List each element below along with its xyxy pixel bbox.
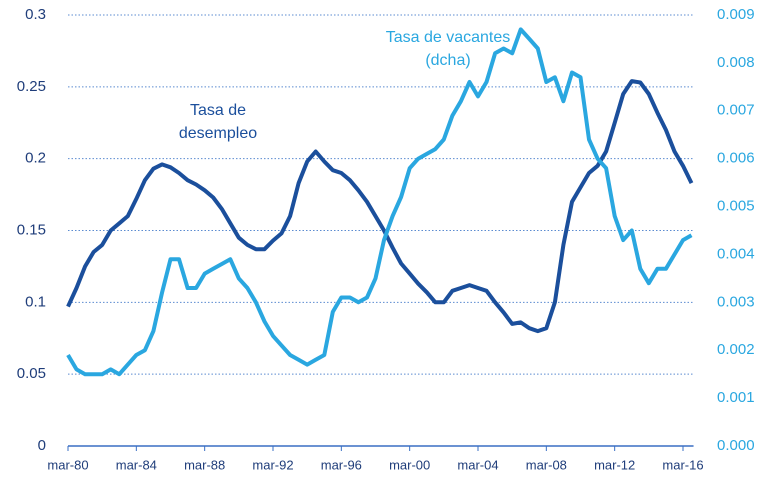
y2-tick-label: 0.000 [717,437,755,454]
y2-tick-label: 0.001 [717,389,755,406]
x-tick-label: mar-04 [457,457,498,472]
annotation: Tasa de vacantes [386,29,511,46]
y2-tick-label: 0.004 [717,245,755,262]
x-tick-label: mar-00 [389,457,430,472]
y-tick-label: 0.1 [25,293,46,310]
x-tick-label: mar-08 [526,457,567,472]
x-tick-label: mar-84 [116,457,157,472]
y2-tick-label: 0.006 [717,150,755,167]
y2-tick-label: 0.003 [717,293,755,310]
y-tick-label: 0 [38,437,46,454]
annotation: (dcha) [425,52,470,69]
y2-tick-label: 0.008 [717,54,755,71]
y-tick-label: 0.25 [17,78,46,95]
x-tick-label: mar-96 [321,457,362,472]
annotation: Tasa de [190,102,246,119]
y2-tick-label: 0.009 [717,6,755,23]
y-tick-label: 0.15 [17,221,46,238]
x-tick-label: mar-92 [252,457,293,472]
y-tick-label: 0.2 [25,150,46,167]
x-tick-label: mar-88 [184,457,225,472]
y2-tick-label: 0.002 [717,341,755,358]
y2-tick-label: 0.007 [717,102,755,119]
x-tick-label: mar-12 [594,457,635,472]
series-line [66,79,694,334]
y-tick-label: 0.05 [17,365,46,382]
x-tick-label: mar-16 [662,457,703,472]
x-tick-label: mar-80 [47,457,88,472]
y-tick-label: 0.3 [25,6,46,23]
y2-tick-label: 0.005 [717,198,755,215]
annotation: desempleo [179,125,257,142]
series-line [66,27,693,377]
